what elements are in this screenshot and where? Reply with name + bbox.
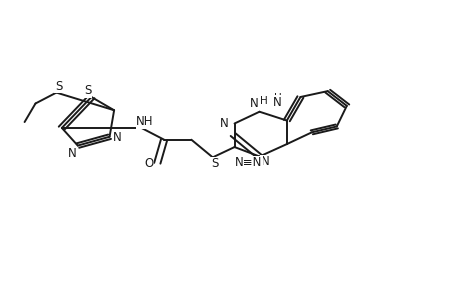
Text: N: N [112,131,122,144]
Text: N: N [260,155,269,168]
Text: H: H [273,93,281,103]
Text: N: N [220,117,229,130]
Text: H: H [260,95,268,106]
Text: N≡N: N≡N [234,157,262,169]
Text: S: S [55,80,62,93]
Text: S: S [211,157,218,170]
Text: N: N [273,96,281,109]
Text: NH: NH [136,115,153,128]
Text: N: N [67,147,76,160]
Text: S: S [84,84,91,97]
Text: O: O [144,157,153,170]
Text: N: N [249,97,258,110]
